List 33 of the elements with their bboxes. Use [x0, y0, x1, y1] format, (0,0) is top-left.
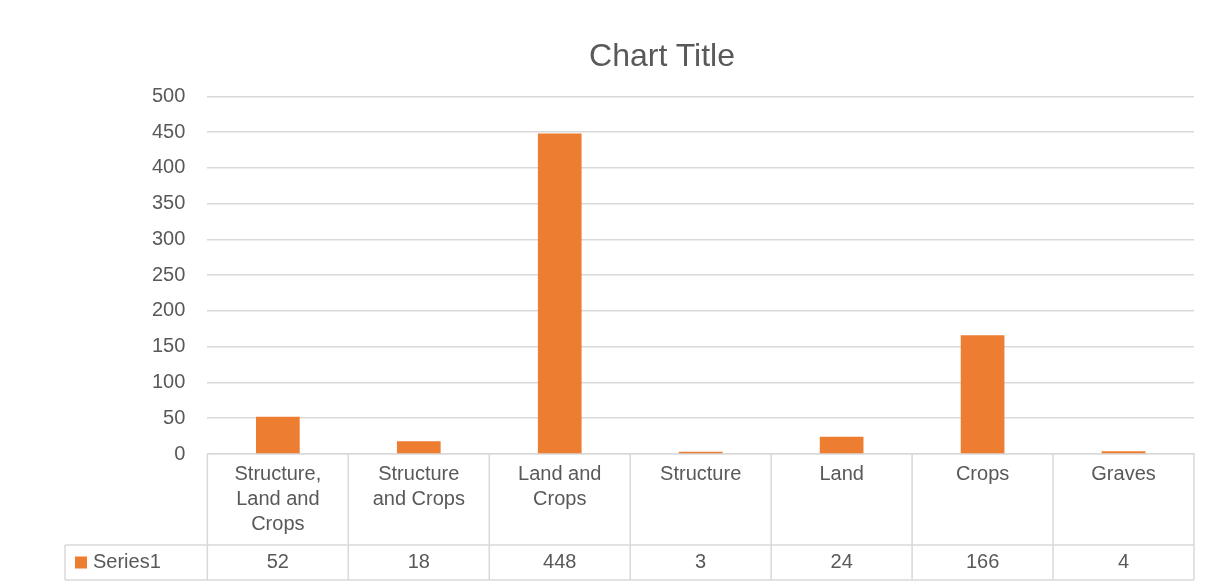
data-label: 4 [1117, 550, 1130, 573]
bar [256, 416, 300, 454]
x-tick-label: Land [819, 462, 864, 485]
data-label: 448 [543, 550, 577, 573]
y-tick-label: 450 [151, 119, 186, 142]
x-tick-label: Crops [955, 462, 1010, 485]
legend-label: Series1 [93, 550, 161, 573]
y-tick-label: 350 [151, 191, 186, 214]
y-tick-label: 150 [151, 334, 186, 357]
data-label: 3 [695, 550, 707, 573]
y-tick-label: 500 [151, 83, 186, 106]
bar [960, 335, 1005, 454]
x-tick-label: Structure, Land and Crops [234, 462, 322, 535]
y-tick-label: 100 [151, 370, 186, 392]
x-tick-label: Structure [660, 462, 742, 485]
data-label: 24 [830, 550, 853, 573]
bar [1101, 451, 1146, 454]
y-tick-label: 0 [174, 441, 186, 464]
bar [396, 441, 441, 454]
y-tick-label: 200 [151, 298, 186, 321]
bar [537, 133, 582, 454]
y-tick-label: 300 [151, 226, 186, 249]
data-label: 18 [407, 550, 430, 573]
data-label: 52 [266, 550, 289, 573]
x-tick-label: Structure and Crops [372, 462, 465, 510]
x-tick-label: Graves [1091, 462, 1156, 485]
y-tick-label: 50 [163, 405, 186, 428]
x-tick-label: Land and Crops [518, 462, 602, 510]
y-tick-label: 400 [151, 155, 186, 178]
y-tick-label: 250 [151, 262, 186, 285]
data-label: 166 [965, 550, 1000, 573]
chart-title: Chart Title [589, 37, 735, 74]
bar [819, 436, 864, 454]
